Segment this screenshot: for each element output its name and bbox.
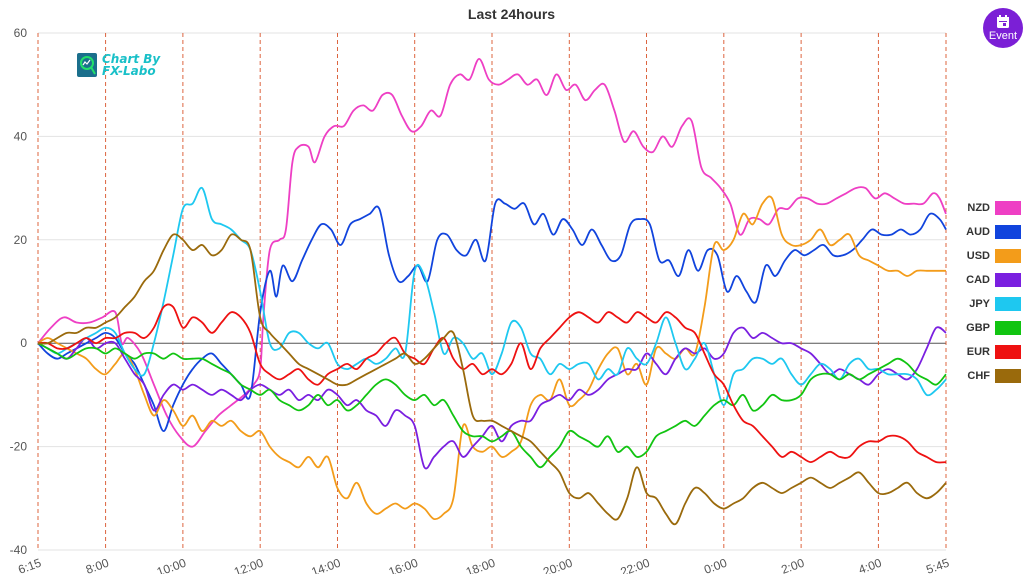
y-tick-label: 60 — [14, 26, 28, 40]
series-line-jpy — [37, 186, 947, 407]
x-tick-label: 2:00 — [779, 556, 806, 574]
x-tick-label: 6:15 — [16, 556, 43, 574]
legend-item-gbp[interactable]: GBP — [956, 316, 1021, 340]
series-line-usd — [37, 195, 946, 521]
legend-swatch — [995, 201, 1021, 215]
event-button[interactable]: Event — [983, 8, 1023, 48]
legend-swatch — [995, 369, 1021, 383]
legend: NZD AUD USD CAD JPY GBP EUR CHF — [956, 196, 1021, 388]
chart-magnifier-icon — [77, 53, 97, 77]
series-line-chf — [37, 233, 947, 526]
series-line-eur — [37, 303, 947, 464]
y-tick-label: 20 — [14, 233, 28, 247]
x-tick-label: 4:00 — [857, 556, 884, 574]
x-tick-label: 16:00 — [387, 556, 420, 574]
x-tick-label: 10:00 — [155, 556, 188, 574]
legend-item-aud[interactable]: AUD — [956, 220, 1021, 244]
legend-label: USD — [966, 250, 990, 262]
x-tick-label: 18:00 — [464, 556, 497, 574]
logo: Chart By FX-Labo — [76, 52, 160, 78]
chart-title: Last 24hours — [467, 6, 556, 22]
legend-item-jpy[interactable]: JPY — [956, 292, 1021, 316]
legend-swatch — [995, 273, 1021, 287]
legend-label: AUD — [966, 226, 990, 238]
legend-swatch — [995, 297, 1021, 311]
legend-item-chf[interactable]: CHF — [956, 364, 1021, 388]
series-line-nzd — [37, 58, 947, 448]
x-tick-label: 0:00 — [702, 556, 729, 574]
logo-line1: Chart By — [102, 52, 161, 66]
calendar-icon — [997, 14, 1009, 28]
series-line-gbp — [37, 342, 947, 469]
legend-swatch — [995, 225, 1021, 239]
x-tick-label: 20:00 — [541, 556, 574, 574]
legend-swatch — [995, 345, 1021, 359]
legend-swatch — [995, 249, 1021, 263]
legend-label: NZD — [967, 202, 990, 214]
logo-text: Chart By FX-Labo — [102, 53, 160, 77]
legend-item-usd[interactable]: USD — [956, 244, 1021, 268]
legend-item-nzd[interactable]: NZD — [956, 196, 1021, 220]
legend-item-cad[interactable]: CAD — [956, 268, 1021, 292]
x-tick-label: 8:00 — [84, 556, 111, 574]
event-button-label: Event — [988, 29, 1018, 42]
legend-swatch — [995, 321, 1021, 335]
x-tick-label: 22:00 — [619, 556, 652, 574]
series-line-aud — [37, 198, 947, 432]
x-tick-label: 5:45 — [924, 556, 951, 574]
legend-label: CAD — [966, 274, 990, 286]
x-tick-label: 14:00 — [309, 556, 342, 574]
series-line-cad — [37, 326, 947, 470]
legend-label: CHF — [967, 370, 990, 382]
logo-line2: FX-Labo — [102, 64, 156, 78]
y-tick-label: 0 — [20, 336, 27, 350]
legend-label: GBP — [966, 322, 990, 334]
y-tick-label: -40 — [10, 543, 28, 557]
legend-label: EUR — [966, 346, 990, 358]
y-tick-label: -20 — [10, 440, 28, 454]
y-tick-label: 40 — [14, 129, 28, 143]
legend-label: JPY — [969, 298, 990, 310]
legend-item-eur[interactable]: EUR — [956, 340, 1021, 364]
x-tick-label: 12:00 — [232, 556, 265, 574]
